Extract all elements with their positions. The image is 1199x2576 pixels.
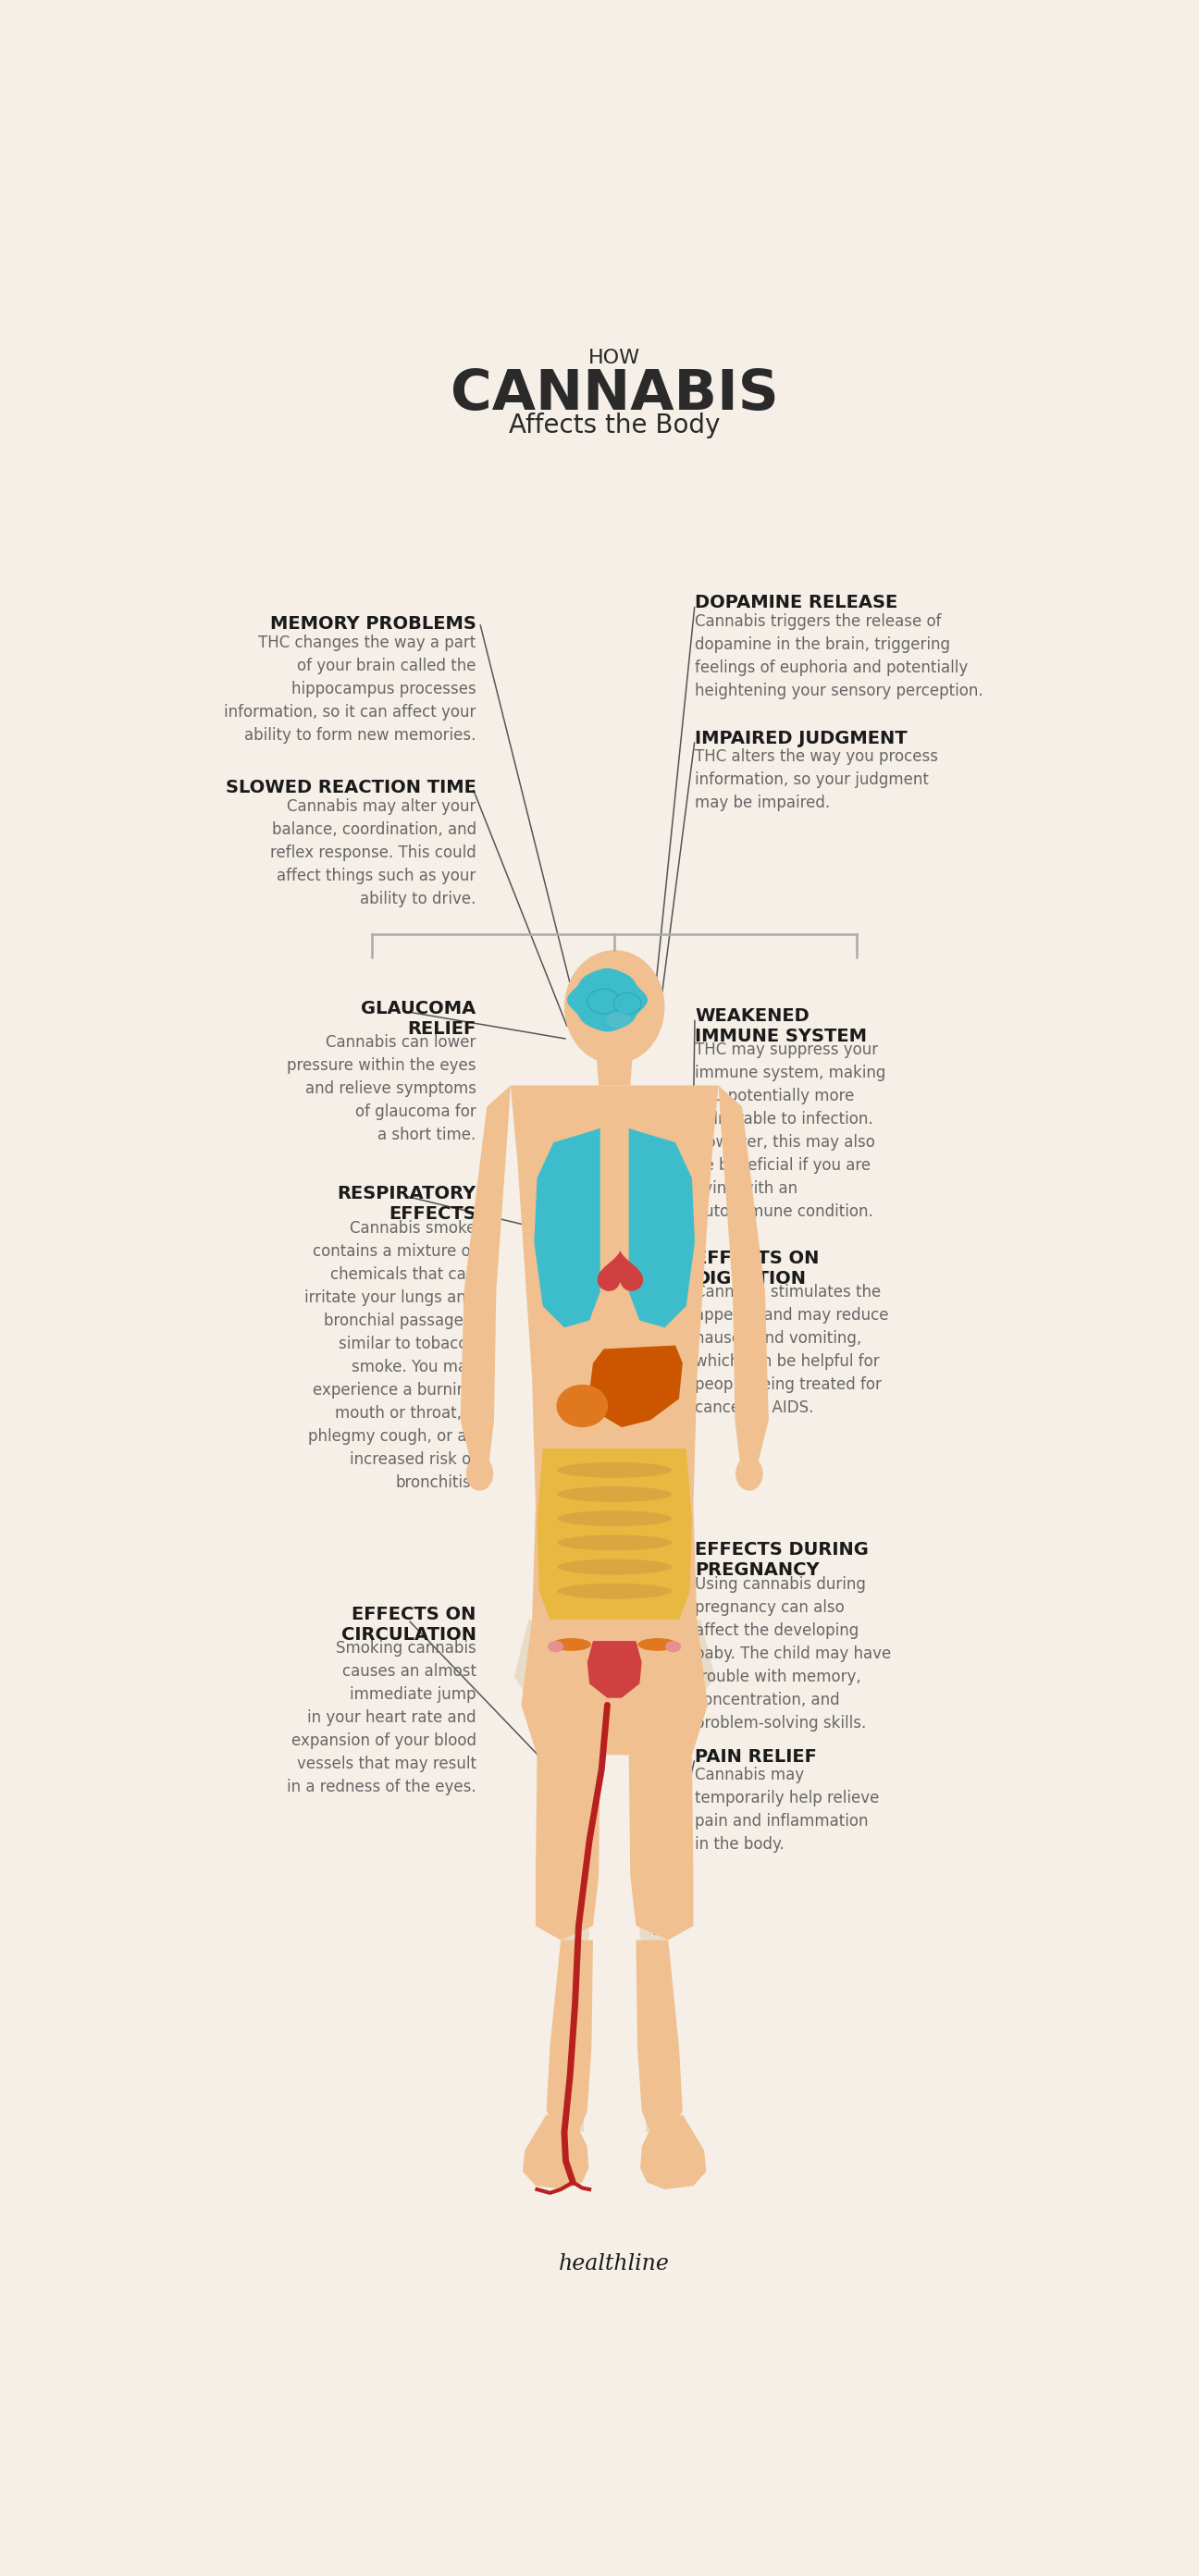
Ellipse shape <box>638 1638 677 1651</box>
Ellipse shape <box>572 1649 657 1705</box>
Text: WEAKENED
IMMUNE SYSTEM: WEAKENED IMMUNE SYSTEM <box>694 1007 867 1046</box>
Bar <box>568 1947 584 2133</box>
Text: Affects the Body: Affects the Body <box>508 412 721 438</box>
Polygon shape <box>718 1084 769 1463</box>
Ellipse shape <box>536 1121 693 1306</box>
Ellipse shape <box>588 989 620 1015</box>
Text: THC alters the way you process
information, so your judgment
may be impaired.: THC alters the way you process informati… <box>694 750 938 811</box>
Text: Cannabis stimulates the
appetite and may reduce
nausea and vomiting,
which can b: Cannabis stimulates the appetite and may… <box>694 1283 888 1417</box>
Ellipse shape <box>558 1535 671 1551</box>
Polygon shape <box>536 1754 601 1940</box>
Ellipse shape <box>466 1455 493 1492</box>
Text: THC changes the way a part
of your brain called the
hippocampus processes
inform: THC changes the way a part of your brain… <box>224 634 476 744</box>
Polygon shape <box>537 1448 692 1620</box>
Polygon shape <box>514 1620 715 1726</box>
Text: Cannabis smoke
contains a mixture of
chemicals that can
irritate your lungs and
: Cannabis smoke contains a mixture of che… <box>305 1218 476 1492</box>
Bar <box>645 1947 661 2133</box>
Text: DOPAMINE RELEASE: DOPAMINE RELEASE <box>694 595 898 611</box>
Polygon shape <box>597 1249 643 1291</box>
Polygon shape <box>590 1345 682 1427</box>
Text: HOW: HOW <box>589 348 640 366</box>
Text: CANNABIS: CANNABIS <box>451 368 778 422</box>
Ellipse shape <box>558 1584 671 1600</box>
Bar <box>609 1092 620 1649</box>
Polygon shape <box>588 1641 641 1698</box>
Text: THC may suppress your
immune system, making
you potentially more
vulnerable to i: THC may suppress your immune system, mak… <box>694 1041 886 1221</box>
Ellipse shape <box>614 992 641 1015</box>
Ellipse shape <box>605 1012 631 1028</box>
Text: EFFECTS DURING
PREGNANCY: EFFECTS DURING PREGNANCY <box>694 1540 868 1579</box>
Ellipse shape <box>558 1510 671 1528</box>
Ellipse shape <box>558 1463 671 1479</box>
Text: Cannabis may
temporarily help relieve
pain and inflammation
in the body.: Cannabis may temporarily help relieve pa… <box>694 1767 879 1852</box>
Ellipse shape <box>639 1919 668 1947</box>
Polygon shape <box>628 1128 694 1327</box>
Ellipse shape <box>665 1641 681 1651</box>
Ellipse shape <box>554 1136 675 1293</box>
Polygon shape <box>628 1754 693 1940</box>
Text: PAIN RELIEF: PAIN RELIEF <box>694 1747 817 1765</box>
Polygon shape <box>640 2115 706 2190</box>
Ellipse shape <box>736 1455 763 1492</box>
Text: healthline: healthline <box>559 2254 670 2275</box>
Text: Cannabis triggers the release of
dopamine in the brain, triggering
feelings of e: Cannabis triggers the release of dopamin… <box>694 613 983 698</box>
Text: EFFECTS ON
DIGESTION: EFFECTS ON DIGESTION <box>694 1249 819 1288</box>
Polygon shape <box>597 1056 632 1084</box>
Polygon shape <box>511 1084 718 1620</box>
Ellipse shape <box>548 1641 564 1651</box>
Ellipse shape <box>561 1919 590 1947</box>
Ellipse shape <box>556 1383 608 1427</box>
Ellipse shape <box>565 951 664 1064</box>
Polygon shape <box>460 1084 511 1463</box>
Text: GLAUCOMA
RELIEF: GLAUCOMA RELIEF <box>361 999 476 1038</box>
Polygon shape <box>567 969 647 1030</box>
Polygon shape <box>523 2115 589 2190</box>
Polygon shape <box>522 1620 707 1754</box>
Text: EFFECTS ON
CIRCULATION: EFFECTS ON CIRCULATION <box>341 1605 476 1643</box>
Text: RESPIRATORY
EFFECTS: RESPIRATORY EFFECTS <box>337 1185 476 1224</box>
Text: IMPAIRED JUDGMENT: IMPAIRED JUDGMENT <box>694 729 908 747</box>
Ellipse shape <box>558 1558 671 1574</box>
Text: Cannabis can lower
pressure within the eyes
and relieve symptoms
of glaucoma for: Cannabis can lower pressure within the e… <box>287 1036 476 1144</box>
Ellipse shape <box>558 1486 671 1502</box>
Text: Smoking cannabis
causes an almost
immediate jump
in your heart rate and
expansio: Smoking cannabis causes an almost immedi… <box>287 1641 476 1795</box>
Text: MEMORY PROBLEMS: MEMORY PROBLEMS <box>270 616 476 634</box>
Ellipse shape <box>552 1638 591 1651</box>
Text: Cannabis may alter your
balance, coordination, and
reflex response. This could
a: Cannabis may alter your balance, coordin… <box>270 799 476 907</box>
Text: SLOWED REACTION TIME: SLOWED REACTION TIME <box>225 778 476 796</box>
Polygon shape <box>535 1128 601 1327</box>
Polygon shape <box>547 1940 594 2133</box>
Polygon shape <box>635 1940 682 2133</box>
Text: Using cannabis during
pregnancy can also
affect the developing
baby. The child m: Using cannabis during pregnancy can also… <box>694 1577 891 1731</box>
